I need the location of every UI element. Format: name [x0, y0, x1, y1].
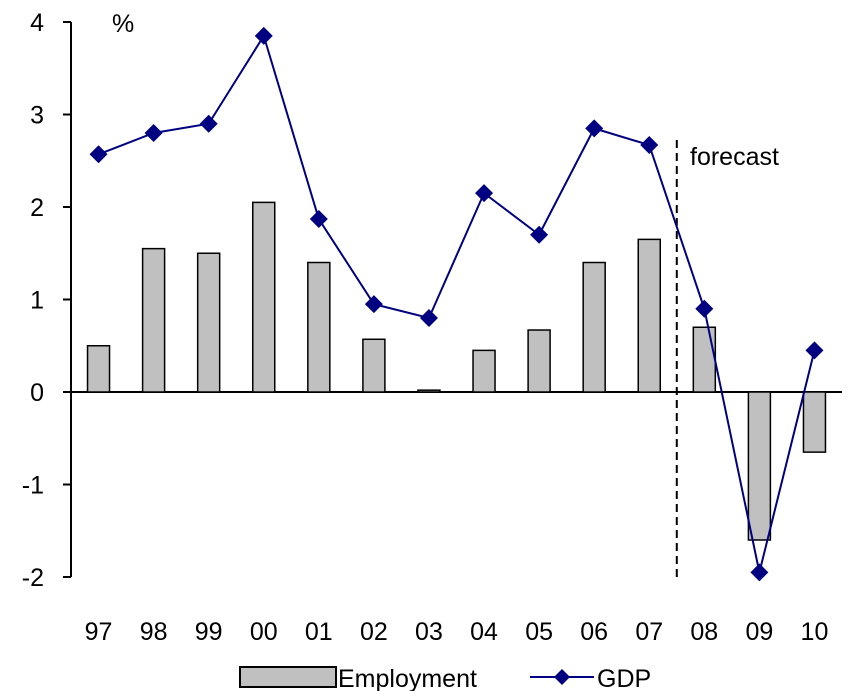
employment-bar — [747, 391, 772, 541]
gdp-point — [254, 26, 273, 45]
x-tick-label: 97 — [85, 618, 113, 646]
gdp-point — [805, 341, 824, 360]
x-tick-label: 10 — [801, 618, 829, 646]
x-tick-labels: 97 98 99 00 01 02 03 04 05 06 07 08 09 10 — [85, 618, 829, 646]
employment-bar — [307, 261, 331, 393]
legend-gdp-label: GDP — [597, 665, 651, 691]
legend: Employment GDP — [239, 665, 651, 691]
x-tick-label: 00 — [250, 618, 278, 646]
gdp-point — [475, 184, 494, 203]
gdp-point — [144, 124, 163, 142]
x-tick-label: 03 — [415, 618, 443, 646]
employment-bar — [196, 252, 221, 393]
y-tick-label: 0 — [30, 379, 44, 407]
x-tick-label: 07 — [635, 618, 663, 646]
gdp-point — [419, 309, 438, 327]
unit-label: % — [112, 10, 134, 38]
x-tick-label: 09 — [745, 618, 773, 646]
x-tick-label: 08 — [690, 618, 718, 646]
x-tick-label: 01 — [305, 618, 333, 646]
gdp-series — [89, 26, 824, 582]
gdp-point — [199, 114, 218, 133]
gdp-point — [530, 225, 549, 244]
gdp-point — [695, 299, 714, 318]
gdp-point — [640, 136, 659, 155]
y-tick-label: 2 — [30, 194, 44, 222]
x-tick-label: 02 — [360, 618, 388, 646]
y-tick-label: -1 — [22, 472, 44, 500]
employment-bar — [637, 238, 661, 393]
employment-bar — [527, 329, 551, 393]
y-tick-label: -2 — [22, 564, 44, 592]
employment-bar — [252, 201, 276, 393]
gdp-point — [585, 119, 604, 138]
x-tick-label: 06 — [580, 618, 608, 646]
employment-bar — [472, 349, 496, 393]
y-tick-label: 3 — [30, 102, 44, 130]
x-tick-label: 98 — [140, 618, 168, 646]
gdp-point — [750, 563, 769, 582]
employment-bar — [362, 338, 386, 393]
employment-bar — [802, 391, 827, 453]
legend-employment-swatch — [239, 666, 337, 688]
forecast-label: forecast — [690, 143, 779, 171]
employment-bar — [141, 247, 166, 393]
y-tick-labels: 4 3 2 1 0 -1 -2 — [22, 9, 44, 592]
gdp-point — [89, 145, 108, 164]
x-tick-label: 99 — [195, 618, 223, 646]
employment-bar — [86, 345, 111, 393]
employment-bar — [692, 326, 717, 393]
legend-gdp-marker — [554, 669, 570, 685]
legend-employment-label: Employment — [338, 665, 477, 691]
x-tick-label: 05 — [525, 618, 553, 646]
employment-bars — [86, 201, 827, 541]
y-tick-label: 1 — [30, 287, 44, 315]
x-tick-label: 04 — [470, 618, 498, 646]
y-axis — [63, 21, 72, 578]
gdp-point — [364, 295, 383, 314]
gdp-point — [309, 210, 328, 229]
employment-bar — [582, 261, 606, 393]
y-tick-label: 4 — [30, 9, 44, 37]
gdp-line — [98, 33, 816, 573]
employment-bar — [417, 389, 441, 393]
